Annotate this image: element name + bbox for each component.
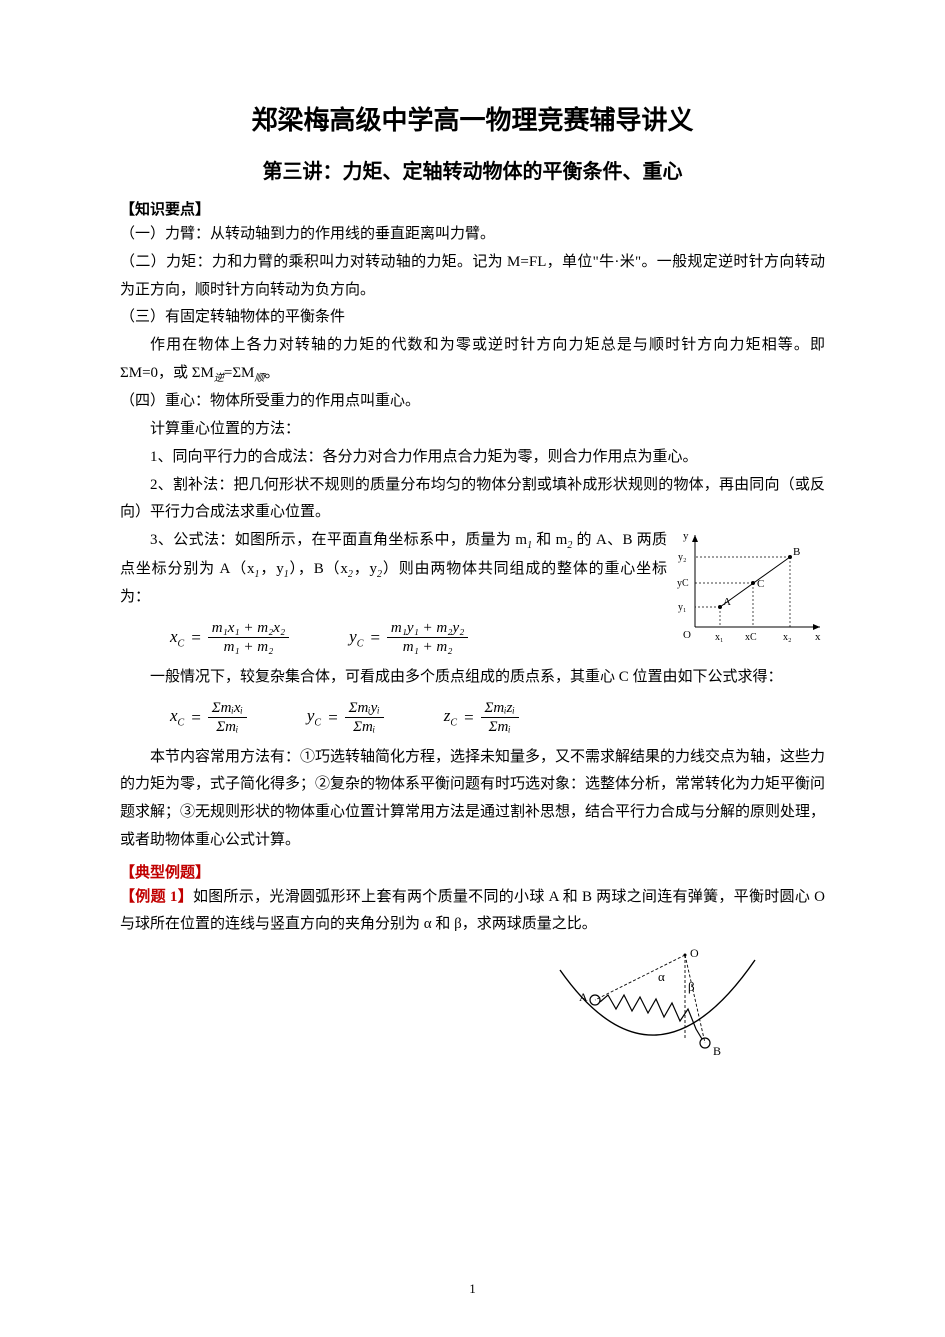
para-1: （一）力臂：从转动轴到力的作用线的垂直距离叫力臂。 <box>120 221 825 249</box>
f1-eq2: = <box>369 628 380 648</box>
tick-x1: x₁ <box>715 632 724 643</box>
page-number: 1 <box>0 1281 945 1297</box>
formula-yc: yC = m₁y₁ + m₂y₂ m₁ + m₂ <box>349 620 468 656</box>
axis-y-label: y <box>683 530 689 542</box>
doc-title: 郑梁梅高级中学高一物理竞赛辅导讲义 <box>120 100 825 137</box>
f2-yc-sub: C <box>314 718 321 729</box>
tick-y1: y₁ <box>678 602 687 613</box>
tick-x2: x₂ <box>783 632 792 643</box>
f1-yc: y <box>349 627 357 646</box>
f2-xc: x <box>170 706 178 725</box>
f2-z-den: Σmᵢ <box>485 718 515 736</box>
f1-eq1: = <box>190 628 201 648</box>
para-11: 本节内容常用方法有：①巧选转轴简化方程，选择未知量多，又不需求解结果的力线交点为… <box>120 744 825 855</box>
f2-y-num: Σmᵢyᵢ <box>345 700 384 719</box>
p9a: 3、公式法：如图所示，在平面直角坐标系中，质量为 m <box>150 532 527 548</box>
para-4: 作用在物体上各力对转轴的力矩的代数和为零或逆时针方向力矩总是与顺时针方向力矩相等… <box>120 332 825 388</box>
f2-eq2: = <box>327 708 338 728</box>
p9f: ，y <box>353 561 377 577</box>
para-6: 计算重心位置的方法： <box>120 416 825 444</box>
formula-xc: xC = m₁x₁ + m₂x₂ m₁ + m₂ <box>170 620 289 656</box>
section-examples: 【典型例题】 <box>120 861 825 882</box>
para-4b: =ΣM <box>224 365 255 381</box>
para-4-sub2: 顺 <box>254 373 264 384</box>
point-c-label: C <box>757 578 764 590</box>
section-knowledge: 【知识要点】 <box>120 198 825 219</box>
coord-svg: x y O A B C x₁ xC x₂ y₁ yC y₂ <box>675 527 825 647</box>
point-b-label: B <box>793 546 800 558</box>
f2-x-num: Σmᵢxᵢ <box>208 700 247 719</box>
para-10: 一般情况下，较复杂集合体，可看成由多个质点组成的质点系，其重心 C 位置由如下公… <box>120 664 825 692</box>
f1-xc: x <box>170 627 178 646</box>
formula-yc2: yC = Σmᵢyᵢ Σmᵢ <box>307 700 384 736</box>
arc-diagram-wrap: O A B α β <box>120 945 825 1080</box>
origin-label: O <box>683 629 691 641</box>
f1-x-den: m₁ + m₂ <box>220 638 278 656</box>
f1-y-den: m₁ + m₂ <box>399 638 457 656</box>
point-a-label: A <box>723 596 731 608</box>
alpha-label: α <box>658 969 665 984</box>
para-5: （四）重心：物体所受重力的作用点叫重心。 <box>120 388 825 416</box>
f1-y-num: m₁y₁ + m₂y₂ <box>387 620 468 639</box>
arc-a-label: A <box>579 990 588 1004</box>
formula-row-1: xC = m₁x₁ + m₂x₂ m₁ + m₂ yC = m₁y₁ + m₂y… <box>170 620 667 656</box>
example-1: 【例题 1】如图所示，光滑圆弧形环上套有两个质量不同的小球 A 和 B 两球之间… <box>120 884 825 940</box>
tick-xc: xC <box>745 632 757 643</box>
tick-yc: yC <box>677 578 689 589</box>
f2-zc-sub: C <box>450 718 457 729</box>
para-2: （二）力矩：力和力臂的乘积叫力对转动轴的力矩。记为 M=FL，单位"牛·米"。一… <box>120 249 825 305</box>
formula-row-2: xC = Σmᵢxᵢ Σmᵢ yC = Σmᵢyᵢ Σmᵢ zC = Σmᵢzᵢ… <box>170 700 825 736</box>
page: 郑梁梅高级中学高一物理竞赛辅导讲义 第三讲：力矩、定轴转动物体的平衡条件、重心 … <box>0 0 945 1337</box>
f2-y-den: Σmᵢ <box>349 718 379 736</box>
f1-xc-sub: C <box>178 638 185 649</box>
tick-y2: y₂ <box>678 552 687 563</box>
example-1-label: 【例题 1】 <box>120 889 193 905</box>
f2-eq3: = <box>463 708 474 728</box>
coordinate-diagram: x y O A B C x₁ xC x₂ y₁ yC y₂ <box>675 527 825 652</box>
para-4c: 。 <box>264 365 279 381</box>
para-7: 1、同向平行力的合成法：各分力对合力作用点合力矩为零，则合力作用点为重心。 <box>120 444 825 472</box>
para-4-sub1: 逆 <box>214 373 224 384</box>
formula-xc2: xC = Σmᵢxᵢ Σmᵢ <box>170 700 247 736</box>
para-8: 2、割补法：把几何形状不规则的质量分布均匀的物体分割或填补成形状规则的物体，再由… <box>120 472 825 528</box>
axis-x-label: x <box>815 631 821 643</box>
p9e: ），B（x <box>289 561 348 577</box>
arc-diagram: O A B α β <box>545 945 765 1075</box>
example-1-text: 如图所示，光滑圆弧形环上套有两个质量不同的小球 A 和 B 两球之间连有弹簧，平… <box>120 889 825 933</box>
f1-x-num: m₁x₁ + m₂x₂ <box>208 620 289 639</box>
p9d: ，y <box>260 561 284 577</box>
f2-xc-sub: C <box>178 718 185 729</box>
beta-label: β <box>688 979 695 994</box>
f2-x-den: Σmᵢ <box>212 718 242 736</box>
f1-yc-sub: C <box>357 638 364 649</box>
p9b: 和 m <box>532 532 567 548</box>
arc-o-label: O <box>690 946 699 960</box>
arc-b-label: B <box>713 1044 721 1058</box>
para-3: （三）有固定转轴物体的平衡条件 <box>120 304 825 332</box>
f2-eq1: = <box>190 708 201 728</box>
formula-zc2: zC = Σmᵢzᵢ Σmᵢ <box>444 700 519 736</box>
f2-z-num: Σmᵢzᵢ <box>481 700 519 719</box>
doc-subtitle: 第三讲：力矩、定轴转动物体的平衡条件、重心 <box>120 155 825 184</box>
